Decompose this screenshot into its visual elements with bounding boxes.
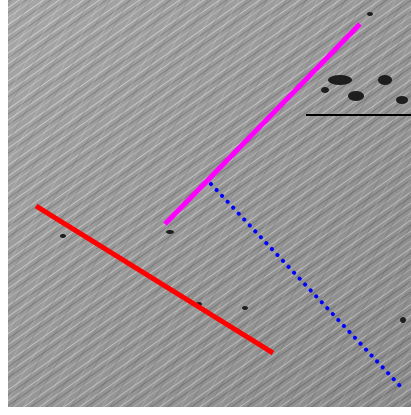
pit [166, 230, 174, 234]
surface-shade [8, 0, 411, 407]
pit [60, 234, 66, 238]
pit [321, 87, 329, 93]
pit [242, 306, 248, 310]
pit [396, 96, 408, 104]
pit [378, 75, 392, 85]
pit [348, 91, 364, 101]
image-area [8, 0, 411, 407]
page: {} html, body { margin: 0; padding: 0; b… [0, 0, 411, 415]
body [0, 0, 411, 415]
pit [328, 75, 352, 85]
pit [400, 317, 406, 323]
pit [367, 12, 373, 16]
micrograph [0, 0, 411, 415]
